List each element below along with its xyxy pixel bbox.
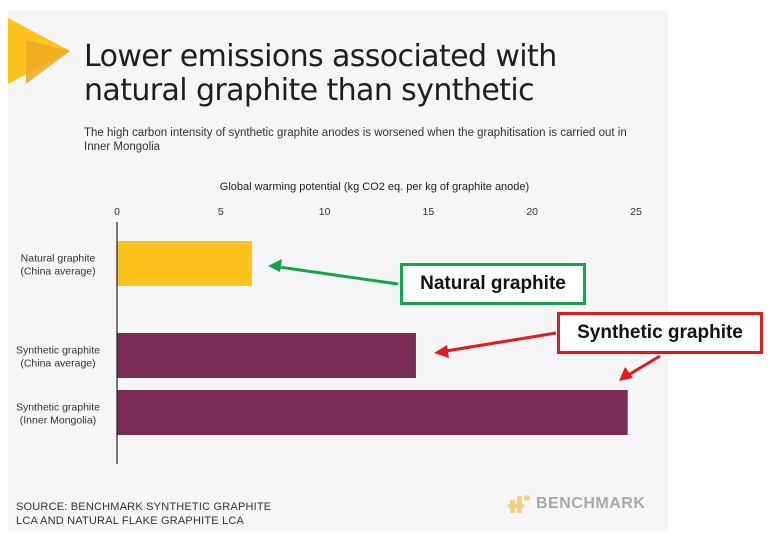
category-label-2-line-2: (Inner Mongolia): [20, 415, 96, 427]
chart-title: Lower emissions associated with natural …: [84, 39, 557, 108]
natural-arrowhead: [268, 259, 282, 272]
source-note: SOURCE: BENCHMARK SYNTHETIC GRAPHITE LCA…: [16, 500, 271, 528]
category-label-1-line-2: (China average): [20, 358, 95, 370]
bar-1: [117, 333, 416, 378]
x-tick-label-3: 15: [423, 206, 435, 218]
bar-2: [117, 390, 628, 435]
synthetic-arrowhead-right: [619, 367, 633, 381]
x-tick-label-0: 0: [114, 206, 120, 218]
synthetic-arrow-left: [439, 331, 557, 354]
source-line-2: LCA AND NATURAL FLAKE GRAPHITE LCA: [16, 515, 245, 527]
synthetic-arrowhead-left: [434, 345, 449, 358]
natural-arrow: [271, 264, 399, 286]
brand-name: BENCHMARK: [536, 495, 646, 512]
category-label-2-line-1: Synthetic graphite: [16, 402, 100, 414]
x-tick-label-2: 10: [319, 206, 331, 218]
benchmark-logo-icon: [508, 495, 530, 513]
source-line-1: SOURCE: BENCHMARK SYNTHETIC GRAPHITE: [16, 501, 272, 513]
natural-graphite-callout: Natural graphite: [400, 263, 586, 305]
category-label-0-line-1: Natural graphite: [21, 253, 96, 265]
brand-logo: BENCHMARK: [508, 494, 645, 514]
x-tick-label-1: 5: [218, 206, 224, 218]
x-tick-label-4: 20: [526, 206, 538, 218]
benchmark-corner-logo-icon: [8, 18, 70, 84]
synthetic-graphite-callout: Synthetic graphite: [557, 312, 763, 354]
x-tick-label-5: 25: [630, 206, 642, 218]
x-axis-label: Global warming potential (kg CO2 eq. per…: [219, 181, 530, 193]
category-label-1-line-1: Synthetic graphite: [16, 345, 100, 357]
synthetic-arrow-right: [624, 354, 661, 379]
bar-0: [117, 241, 252, 286]
chart-subtitle: The high carbon intensity of synthetic g…: [84, 127, 627, 153]
category-label-0-line-2: (China average): [20, 266, 95, 278]
